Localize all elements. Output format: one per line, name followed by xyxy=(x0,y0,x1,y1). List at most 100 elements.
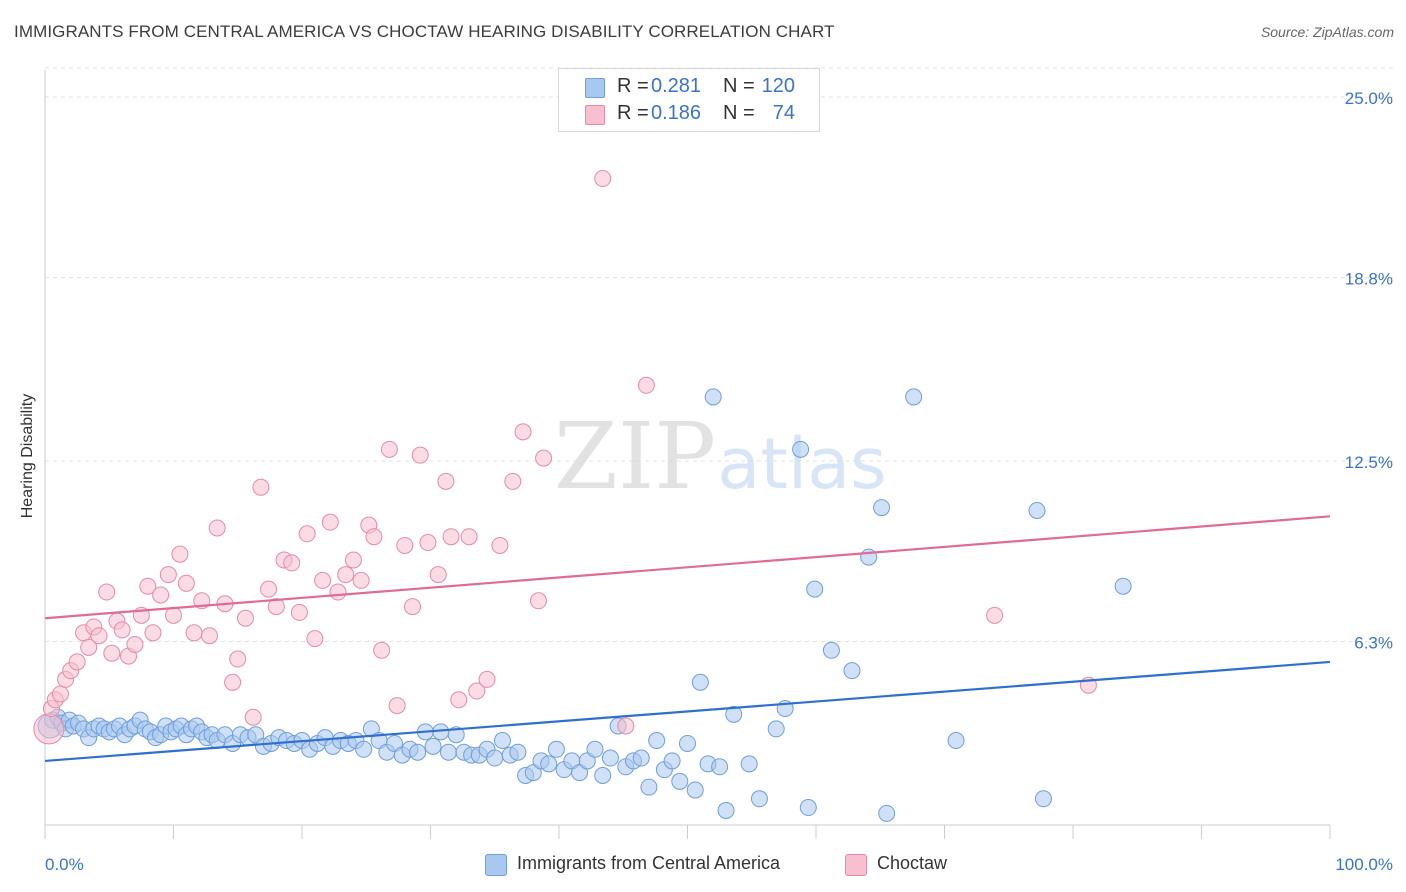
x-tick-label: 0.0% xyxy=(45,855,84,874)
central-america-point xyxy=(663,752,681,770)
choctaw-point xyxy=(236,609,254,627)
legend-r-label: R = xyxy=(617,102,649,124)
choctaw-point xyxy=(411,446,429,464)
choctaw-point xyxy=(267,598,285,616)
legend-row-central-america: R = 0.281 N = 120 xyxy=(559,75,819,101)
choctaw-point xyxy=(98,583,116,601)
central-america-point xyxy=(509,743,527,761)
central-america-point xyxy=(540,755,558,773)
legend-row-choctaw: R = 0.186 N = 74 xyxy=(559,102,819,128)
choctaw-point xyxy=(329,583,347,601)
choctaw-point xyxy=(404,598,422,616)
y-tick-label: 6.3% xyxy=(1354,634,1393,653)
y-tick-labels: 6.3% 12.5% 18.8% 25.0% xyxy=(1345,89,1393,653)
choctaw-point xyxy=(344,551,362,569)
choctaw-point xyxy=(260,580,278,598)
choctaw-point xyxy=(244,708,262,726)
choctaw-point xyxy=(103,644,121,662)
central-america-point xyxy=(725,705,743,723)
central-america-point xyxy=(711,758,729,776)
central-america-point xyxy=(386,734,404,752)
choctaw-point xyxy=(200,627,218,645)
central-america-point xyxy=(578,752,596,770)
choctaw-point xyxy=(33,713,65,745)
central-america-point xyxy=(905,388,923,406)
choctaw-point xyxy=(504,472,522,490)
choctaw-point xyxy=(450,691,468,709)
choctaw-point xyxy=(637,376,655,394)
chart-title: IMMIGRANTS FROM CENTRAL AMERICA VS CHOCT… xyxy=(14,22,835,41)
legend-n-value: 74 xyxy=(772,102,795,124)
choctaw-point xyxy=(437,472,455,490)
legend-label-central-america: Immigrants from Central America xyxy=(517,853,781,873)
choctaw-point xyxy=(126,635,144,653)
trend-line-choctaw xyxy=(44,515,1331,620)
y-tick-label: 25.0% xyxy=(1345,89,1393,108)
central-america-point xyxy=(586,740,604,758)
central-america-point xyxy=(806,580,824,598)
central-america-point xyxy=(632,749,650,767)
trend-lines xyxy=(44,515,1331,763)
choctaw-point xyxy=(306,630,324,648)
central-america-point xyxy=(947,732,965,750)
central-america-point xyxy=(767,720,785,738)
choctaw-point xyxy=(290,603,308,621)
legend-swatch-blue xyxy=(585,78,605,98)
choctaw-point xyxy=(468,682,486,700)
central-america-point xyxy=(843,662,861,680)
central-america-point xyxy=(792,440,810,458)
choctaw-point xyxy=(388,697,406,715)
grid-lines xyxy=(45,67,1395,643)
choctaw-point xyxy=(617,717,635,735)
choctaw-point xyxy=(337,566,355,584)
choctaw-point xyxy=(535,449,553,467)
source-label: Source: ZipAtlas.com xyxy=(1260,24,1394,40)
choctaw-point xyxy=(208,519,226,537)
legend-n-label: N = xyxy=(723,102,755,124)
choctaw-point xyxy=(113,621,131,639)
choctaw-point xyxy=(380,440,398,458)
central-america-point xyxy=(799,799,817,817)
central-america-point xyxy=(439,743,457,761)
central-america-point xyxy=(750,790,768,808)
choctaw-point xyxy=(298,525,316,543)
choctaw-point xyxy=(68,653,86,671)
choctaw-point xyxy=(429,566,447,584)
central-america-point xyxy=(524,764,542,782)
choctaw-point xyxy=(283,554,301,572)
legend-swatch-blue xyxy=(485,854,507,876)
choctaw-point xyxy=(165,606,182,624)
choctaw-point xyxy=(159,566,177,584)
choctaw-point xyxy=(373,641,391,659)
legend-n-value: 120 xyxy=(761,75,795,97)
choctaw-point xyxy=(491,536,509,554)
x-tick-label: 100.0% xyxy=(1335,855,1393,874)
choctaw-point xyxy=(514,423,532,441)
central-america-point xyxy=(671,772,689,790)
choctaw-point xyxy=(224,673,242,691)
central-america-point xyxy=(873,499,891,517)
trend-line-central-america xyxy=(44,660,1331,763)
choctaw-point xyxy=(396,536,414,554)
choctaw-point xyxy=(185,624,203,642)
choctaw-point xyxy=(594,170,612,188)
central-america-point xyxy=(878,804,896,822)
legend-r-value: 0.186 xyxy=(651,102,702,124)
y-tick-label: 18.8% xyxy=(1345,270,1393,289)
choctaw-point xyxy=(144,624,162,642)
y-tick-label: 12.5% xyxy=(1345,453,1393,472)
choctaw-point xyxy=(419,534,437,552)
central-america-point xyxy=(679,734,696,752)
central-america-point xyxy=(1034,790,1052,808)
legend-r-label: R = xyxy=(617,75,649,97)
watermark-zip: ZIP xyxy=(554,403,716,510)
central-america-point xyxy=(601,749,619,767)
central-america-point xyxy=(424,737,442,755)
central-america-point xyxy=(493,732,511,750)
central-america-point xyxy=(362,720,380,738)
legend-series: Immigrants from Central America Choctaw xyxy=(0,852,1406,878)
central-america-point xyxy=(691,673,709,691)
legend-swatch-pink xyxy=(845,854,867,876)
axes xyxy=(44,70,1331,839)
central-america-point xyxy=(640,778,658,796)
